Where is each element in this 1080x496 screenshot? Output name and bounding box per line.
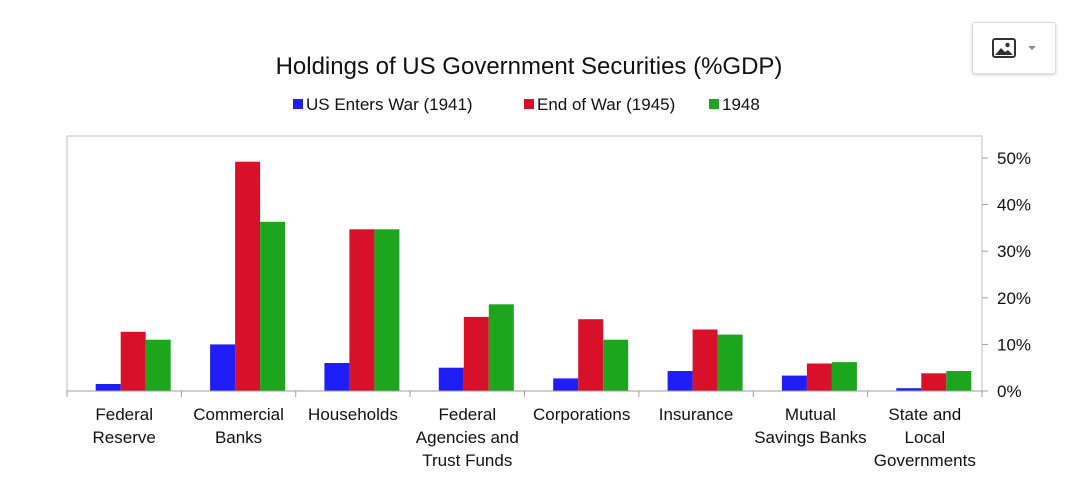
y-tick-label: 20% bbox=[997, 289, 1031, 308]
x-tick-label: Governments bbox=[874, 451, 976, 470]
x-tick-label: Corporations bbox=[533, 405, 630, 424]
bar-s2-c4 bbox=[463, 316, 489, 391]
bar-s3-c5 bbox=[603, 339, 629, 391]
y-tick-label: 10% bbox=[997, 335, 1031, 354]
bar-s2-c5 bbox=[578, 319, 604, 391]
x-tick-label: Commercial bbox=[193, 405, 284, 424]
y-tick-label: 0% bbox=[997, 382, 1022, 401]
image-menu-button[interactable] bbox=[972, 22, 1056, 74]
x-tick-label: Trust Funds bbox=[422, 451, 512, 470]
x-tick-label: Savings Banks bbox=[754, 428, 866, 447]
bar-s3-c4 bbox=[488, 304, 514, 391]
x-axis: Federal Reserve Commercial Banks Households F… bbox=[66, 390, 983, 470]
image-icon bbox=[992, 38, 1016, 58]
x-tick-label: State and bbox=[888, 405, 961, 424]
bar-s2-c3 bbox=[349, 229, 375, 391]
bar-s3-c6 bbox=[717, 334, 743, 391]
chevron-down-icon bbox=[1028, 46, 1036, 50]
x-tick-label: Banks bbox=[215, 428, 262, 447]
bar-s1-c8 bbox=[896, 388, 922, 391]
bar-s1-c6 bbox=[667, 371, 693, 391]
x-tick-label: Mutual bbox=[785, 405, 836, 424]
chart-legend: US Enters War (1941) End of War (1945) 194… bbox=[293, 95, 760, 114]
bar-s3-c1 bbox=[145, 339, 171, 391]
legend-label-2: End of War (1945) bbox=[537, 95, 675, 114]
y-tick-label: 50% bbox=[997, 149, 1031, 168]
bar-s2-c7 bbox=[806, 363, 832, 391]
x-tick-label: Federal bbox=[95, 405, 153, 424]
bar-s1-c4 bbox=[438, 367, 464, 391]
x-tick-label: Federal bbox=[438, 405, 496, 424]
bar-s2-c1 bbox=[120, 331, 146, 391]
chart-title: Holdings of US Government Securities (%G… bbox=[276, 53, 783, 80]
plot-area bbox=[66, 135, 983, 392]
x-tick-label: Insurance bbox=[659, 405, 734, 424]
x-tick-label: Local bbox=[904, 428, 945, 447]
y-tick-label: 30% bbox=[997, 242, 1031, 261]
bars-layer bbox=[95, 161, 972, 391]
legend-swatch-3 bbox=[709, 99, 719, 109]
bar-s1-c3 bbox=[324, 363, 350, 391]
bar-s3-c7 bbox=[831, 362, 857, 391]
legend-swatch-1 bbox=[293, 99, 303, 109]
bar-s2-c8 bbox=[921, 373, 947, 391]
legend-label-1: US Enters War (1941) bbox=[306, 95, 473, 114]
legend-label-3: 1948 bbox=[722, 95, 760, 114]
bar-s2-c6 bbox=[692, 329, 718, 391]
legend-swatch-2 bbox=[524, 99, 534, 109]
bar-s1-c2 bbox=[210, 344, 236, 391]
y-tick-label: 40% bbox=[997, 196, 1031, 215]
bar-s1-c7 bbox=[781, 375, 807, 391]
bar-s3-c8 bbox=[946, 371, 972, 391]
bar-s1-c1 bbox=[95, 384, 121, 391]
x-tick-label: Reserve bbox=[93, 428, 156, 447]
bar-s3-c3 bbox=[374, 229, 400, 391]
bar-s2-c2 bbox=[235, 161, 261, 391]
bar-s3-c2 bbox=[260, 221, 286, 391]
y-axis: 0% 10% 20% 30% 40% 50% bbox=[982, 149, 1031, 401]
x-tick-label: Agencies and bbox=[416, 428, 519, 447]
bar-s1-c5 bbox=[553, 378, 579, 391]
x-tick-label: Households bbox=[308, 405, 398, 424]
